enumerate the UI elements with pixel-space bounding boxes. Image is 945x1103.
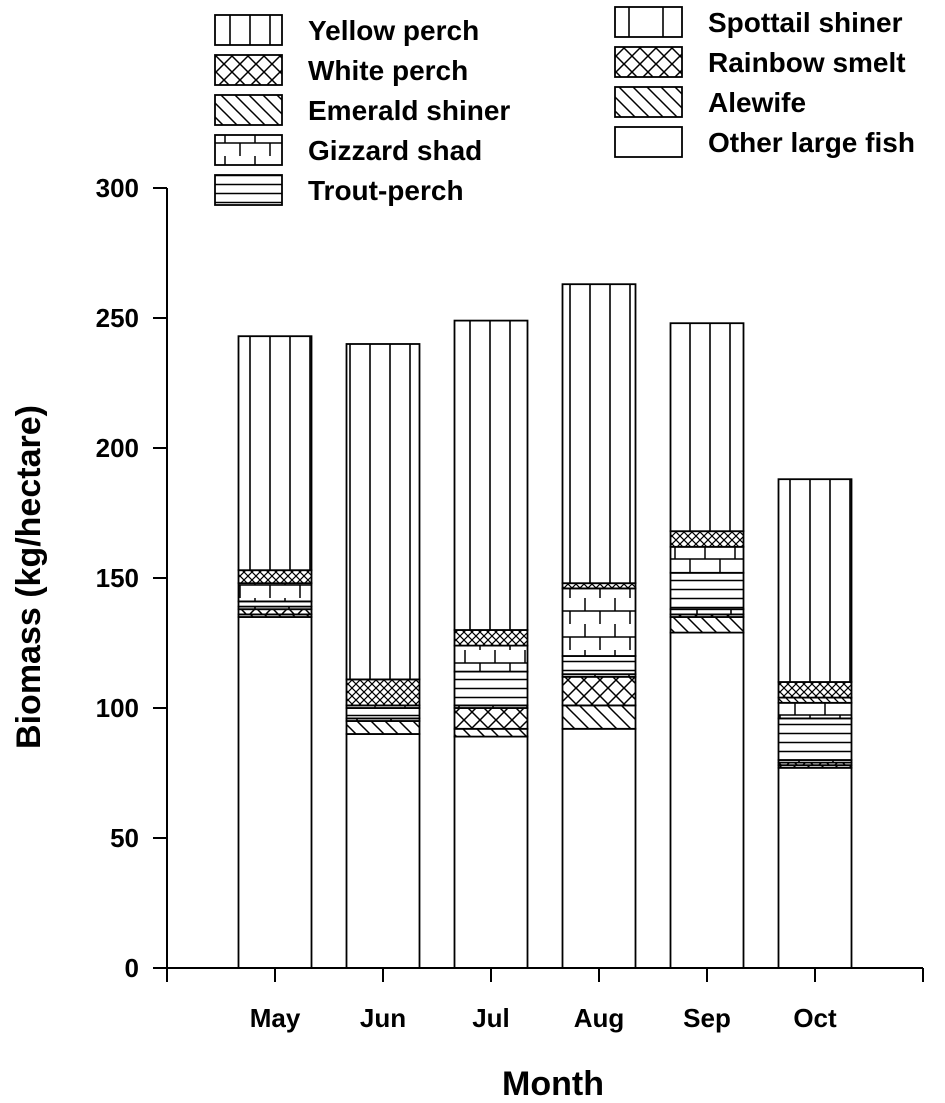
bar-segment-aug-alewife [561, 704, 637, 730]
bar-segment-aug-yellow-perch [561, 283, 637, 585]
legend-swatch-trout-perch [214, 174, 283, 206]
legend-swatch-yellow-perch [214, 14, 283, 46]
bars [237, 283, 853, 969]
bar-segment-oct-yellow-perch [777, 478, 853, 683]
bar-segment-may-white-perch [237, 569, 313, 585]
legend-label-spottail-shiner: Spottail shiner [708, 7, 903, 38]
legend-label-other-large-fish: Other large fish [708, 127, 915, 158]
legend-item-emerald-shiner: Emerald shiner [214, 94, 510, 126]
legend-label-alewife: Alewife [708, 87, 806, 118]
bar-segment-jul-rainbow-smelt [453, 707, 529, 730]
bar-segment-oct-gizzard-shad [777, 701, 853, 720]
bar-segment-jul-white-perch [453, 629, 529, 647]
bar-segment-sep-other-large-fish [669, 631, 745, 969]
legend-swatch-white-perch [214, 54, 283, 86]
legend-swatch-gizzard-shad [214, 134, 283, 166]
bar-segment-jun-other-large-fish [345, 733, 421, 969]
y-tick-label: 250 [96, 303, 139, 333]
legend-label-white-perch: White perch [308, 55, 468, 86]
x-tick-label-oct: Oct [793, 1003, 837, 1033]
bar-segment-sep-gizzard-shad [669, 545, 745, 574]
legend-swatch-other-large-fish [614, 126, 683, 158]
legend-item-yellow-perch: Yellow perch [214, 14, 479, 46]
bar-segment-aug-other-large-fish [561, 727, 637, 969]
legend-label-gizzard-shad: Gizzard shad [308, 135, 482, 166]
bar-segment-jul-alewife [453, 727, 529, 738]
bar-segment-sep-yellow-perch [669, 322, 745, 533]
bar-segment-may-other-large-fish [237, 616, 313, 969]
y-axis-title: Biomass (kg/hectare) [10, 405, 48, 749]
legend-swatch-spottail-shiner [614, 6, 683, 38]
legend-swatch-emerald-shiner [214, 94, 283, 126]
bar-segment-jul-gizzard-shad [453, 644, 529, 673]
legend-item-alewife: Alewife [614, 86, 806, 118]
bar-segment-jun-trout-perch [345, 707, 421, 720]
y-tick-label: 300 [96, 173, 139, 203]
legend-label-emerald-shiner: Emerald shiner [308, 95, 510, 126]
bar-segment-aug-rainbow-smelt [561, 675, 637, 707]
bar-segment-jul-yellow-perch [453, 319, 529, 631]
bar-segment-sep-white-perch [669, 530, 745, 548]
bar-segment-may-yellow-perch [237, 335, 313, 572]
y-tick-label: 200 [96, 433, 139, 463]
legend-swatch-alewife [614, 86, 683, 118]
bar-segment-oct-trout-perch [777, 717, 853, 761]
axes: 0 50 100 150 200 250 300 May Jun Jul Aug Sep Oct [96, 173, 924, 1033]
legend-item-trout-perch: Trout-perch [214, 174, 464, 206]
legend-item-white-perch: White perch [214, 54, 468, 86]
x-axis-title: Month [502, 1065, 604, 1103]
bar-segment-jun-white-perch [345, 678, 421, 707]
legend-item-rainbow-smelt: Rainbow smelt [614, 46, 906, 78]
x-tick-label-aug: Aug [574, 1003, 625, 1033]
legend-swatch-rainbow-smelt [614, 46, 683, 78]
bar-segment-may-gizzard-shad [237, 582, 313, 603]
x-tick-label-may: May [250, 1003, 301, 1033]
legend-item-gizzard-shad: Gizzard shad [214, 134, 482, 166]
bar-segment-jul-other-large-fish [453, 735, 529, 969]
legend-label-rainbow-smelt: Rainbow smelt [708, 47, 906, 78]
bar-segment-oct-other-large-fish [777, 766, 853, 969]
bar-segment-jun-alewife [345, 720, 421, 735]
bar-segment-oct-white-perch [777, 681, 853, 699]
legend-label-yellow-perch: Yellow perch [308, 15, 479, 46]
y-tick-label: 50 [110, 823, 139, 853]
legend-label-trout-perch: Trout-perch [308, 175, 464, 206]
x-tick-label-jul: Jul [472, 1003, 510, 1033]
legend-item-spottail-shiner: Spottail shiner [614, 6, 903, 38]
bar-segment-sep-alewife [669, 616, 745, 634]
legend-item-other-large-fish: Other large fish [614, 126, 915, 158]
bar-segment-sep-trout-perch [669, 571, 745, 611]
bar-segment-jun-yellow-perch [345, 343, 421, 681]
y-tick-label: 100 [96, 693, 139, 723]
y-tick-label: 150 [96, 563, 139, 593]
bar-segment-aug-gizzard-shad [561, 587, 637, 657]
x-tick-label-jun: Jun [360, 1003, 406, 1033]
bar-segment-jul-trout-perch [453, 670, 529, 707]
legend: Yellow perch White perch Emerald shiner Giz… [214, 6, 915, 206]
y-tick-label: 0 [125, 953, 139, 983]
x-tick-label-sep: Sep [683, 1003, 731, 1033]
bar-segment-aug-trout-perch [561, 655, 637, 676]
